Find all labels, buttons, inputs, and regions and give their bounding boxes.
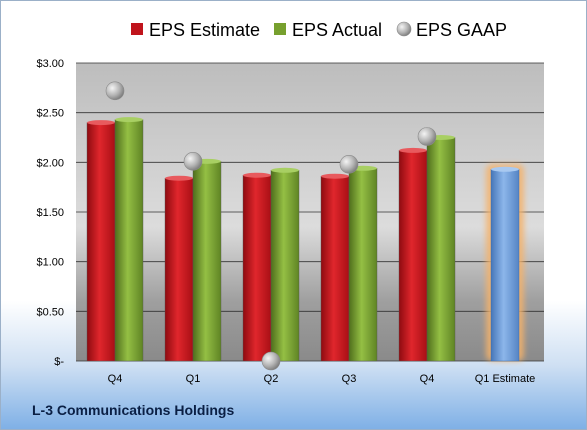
eps-actual-bar xyxy=(270,170,300,362)
eps-estimate-bar-cap xyxy=(321,173,349,179)
eps-actual-bar xyxy=(114,119,144,362)
y-tick-label: $3.00 xyxy=(36,58,64,70)
x-tick-label: Q1 Estimate xyxy=(475,373,536,385)
legend-swatch xyxy=(274,23,286,35)
y-tick-label: $0.50 xyxy=(36,306,64,318)
x-tick-label: Q1 xyxy=(186,373,201,385)
eps-actual-bar-cap xyxy=(271,167,299,173)
gridlines xyxy=(76,62,544,362)
legend-label: EPS GAAP xyxy=(416,20,507,40)
eps-estimate-bar-cap xyxy=(399,147,427,153)
eps-gaap-marker xyxy=(339,155,359,174)
legend-label: EPS Actual xyxy=(292,20,382,40)
y-tick-label: $1.50 xyxy=(36,207,64,219)
x-tick-label: Q4 xyxy=(420,373,435,385)
eps-estimate-bar-cap xyxy=(165,175,193,181)
y-tick-label: $- xyxy=(54,356,64,368)
y-tick-label: $1.00 xyxy=(36,257,64,269)
gaap-markers xyxy=(105,81,437,371)
x-tick-label: Q4 xyxy=(108,373,123,385)
eps-estimate-bar xyxy=(320,176,350,362)
legend: EPS Estimate EPS Actual EPS GAAP xyxy=(131,20,507,40)
y-axis-ticks: $- $0.50 $1.00 $1.50 $2.00 $2.50 $3.00 xyxy=(36,58,64,368)
eps-actual-bar xyxy=(426,137,456,362)
eps-gaap-marker xyxy=(261,351,281,371)
eps-gaap-marker xyxy=(105,81,125,101)
y-tick-label: $2.50 xyxy=(36,108,64,120)
x-tick-label: Q2 xyxy=(264,373,279,385)
y-tick-label: $2.00 xyxy=(36,157,64,169)
x-axis-ticks: Q4 Q1 Q2 Q3 Q4 Q1 Estimate xyxy=(108,373,536,385)
eps-estimate-bar xyxy=(164,178,194,362)
eps-actual-bar xyxy=(348,168,378,362)
eps-gaap-marker xyxy=(183,152,203,171)
eps-estimate-bar-cap xyxy=(243,172,271,178)
eps-estimate-bar xyxy=(86,122,116,362)
eps-actual-bar-cap xyxy=(115,117,143,123)
q1-estimate-bar-cap xyxy=(491,166,519,172)
x-tick-label: Q3 xyxy=(342,373,357,385)
eps-estimate-bar xyxy=(242,175,272,362)
legend-swatch xyxy=(131,23,143,35)
legend-label: EPS Estimate xyxy=(149,20,260,40)
chart-title: L-3 Communications Holdings xyxy=(32,402,235,418)
eps-estimate-bar xyxy=(398,150,428,362)
bars xyxy=(86,117,524,362)
eps-gaap-marker xyxy=(417,127,437,146)
eps-actual-bar xyxy=(192,161,222,362)
q1-estimate-bar xyxy=(490,169,520,362)
legend-marker xyxy=(396,21,412,37)
eps-estimate-bar-cap xyxy=(87,120,115,126)
